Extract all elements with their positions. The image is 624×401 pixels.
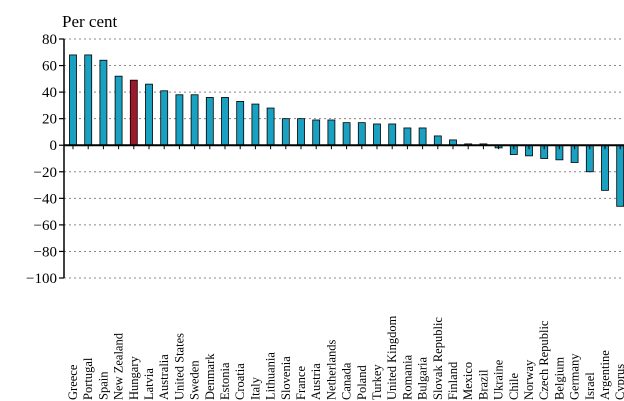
bar-france xyxy=(297,118,305,146)
category-label: Italy xyxy=(248,376,262,400)
y-tick-label: −100 xyxy=(26,271,57,287)
bar-sweden xyxy=(190,94,199,146)
category-label: Belgium xyxy=(552,357,566,400)
y-axis-unit-label: Per cent xyxy=(62,12,118,31)
category-label: Ukraine xyxy=(492,359,506,400)
bar-poland xyxy=(357,122,366,146)
bar-canada xyxy=(342,122,351,146)
y-tick-labels: 80 60 40 20 0 −20 −40 −60 −80 −100 xyxy=(26,32,57,287)
bar-portugal xyxy=(84,54,93,146)
category-label: Estonia xyxy=(218,362,232,400)
bar-romania xyxy=(403,127,412,146)
gridlines xyxy=(59,38,624,279)
category-label: Bulgaria xyxy=(416,357,430,400)
category-label: Australia xyxy=(157,354,171,400)
category-label: Czech Republic xyxy=(537,320,551,400)
bar-italy xyxy=(251,103,260,146)
category-label: Slovak Republic xyxy=(431,317,445,400)
bar-latvia xyxy=(145,83,153,146)
category-label: Portugal xyxy=(81,357,95,400)
category-label: Canada xyxy=(340,362,354,400)
category-labels: Greece Portugal Spain New Zealand Hungary Lat… xyxy=(66,315,624,400)
bar-netherlands xyxy=(327,119,336,146)
bar-lithuania xyxy=(266,107,275,146)
category-label: Sweden xyxy=(188,360,202,400)
y-tick-label: 40 xyxy=(42,85,57,101)
bars xyxy=(69,54,624,207)
bar-slovenia xyxy=(281,118,290,146)
y-tick-label: 20 xyxy=(42,112,57,128)
category-label: Poland xyxy=(355,365,369,400)
category-label: Denmark xyxy=(203,353,217,400)
bar-united-states xyxy=(175,94,184,146)
category-label: Turkey xyxy=(370,364,384,400)
y-tick-label: 0 xyxy=(50,138,58,154)
bar-slovak-republic xyxy=(433,135,442,146)
bar-argentine xyxy=(601,144,609,191)
bar-estonia xyxy=(221,97,229,146)
category-label: Lithuania xyxy=(264,352,278,400)
y-tick-label: 80 xyxy=(42,32,57,48)
category-label: United States xyxy=(172,333,186,400)
category-label: Germany xyxy=(568,353,582,400)
bar-turkey xyxy=(373,123,381,146)
category-label: New Zealand xyxy=(112,332,126,400)
category-label: Hungary xyxy=(127,356,141,400)
bar-australia xyxy=(160,90,169,146)
y-tick-label: 60 xyxy=(42,59,57,75)
category-label: Spain xyxy=(96,371,110,400)
bar-greece xyxy=(69,54,77,146)
category-label: Norway xyxy=(522,359,536,400)
category-label: Chile xyxy=(507,372,521,400)
bar-spain xyxy=(99,59,108,146)
bar-new-zealand xyxy=(114,75,123,146)
category-label: Brazil xyxy=(476,369,490,400)
category-label: Mexico xyxy=(461,362,475,400)
category-label: Netherlands xyxy=(324,339,338,400)
category-label: France xyxy=(294,366,308,400)
category-label: Slovenia xyxy=(279,356,293,400)
category-label: Cyprus xyxy=(613,364,624,400)
category-label: Croatia xyxy=(233,363,247,400)
category-label: Argentine xyxy=(598,350,612,400)
bar-bulgaria xyxy=(418,127,427,146)
category-label: Latvia xyxy=(142,368,156,400)
category-label: Israel xyxy=(583,372,597,400)
bar-united-kingdom xyxy=(388,123,397,146)
category-label: Greece xyxy=(66,364,80,400)
bar-denmark xyxy=(205,97,214,146)
y-tick-label: −40 xyxy=(34,191,57,207)
category-label: Austria xyxy=(309,363,323,400)
bar-hungary xyxy=(129,79,138,146)
category-label: Finland xyxy=(446,361,460,400)
bar-austria xyxy=(312,119,321,146)
y-tick-label: −80 xyxy=(34,244,57,260)
bar-croatia xyxy=(236,101,245,146)
y-tick-label: −20 xyxy=(34,165,57,181)
bar-cyprus xyxy=(616,144,624,207)
axes xyxy=(63,39,624,278)
y-tick-label: −60 xyxy=(34,218,57,234)
category-label: Romania xyxy=(400,354,414,400)
category-label: United Kingdom xyxy=(385,315,399,400)
